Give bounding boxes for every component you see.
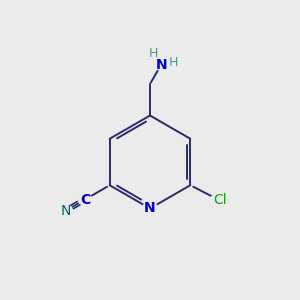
Ellipse shape xyxy=(210,194,231,206)
Ellipse shape xyxy=(154,59,169,70)
Text: N: N xyxy=(155,58,167,71)
Ellipse shape xyxy=(78,194,92,205)
Text: H: H xyxy=(169,56,178,69)
Text: H: H xyxy=(149,46,158,60)
Ellipse shape xyxy=(59,205,73,217)
Text: N: N xyxy=(60,204,71,218)
Text: N: N xyxy=(144,202,156,215)
Text: Cl: Cl xyxy=(214,193,227,207)
Text: C: C xyxy=(80,193,90,206)
Ellipse shape xyxy=(142,202,158,214)
